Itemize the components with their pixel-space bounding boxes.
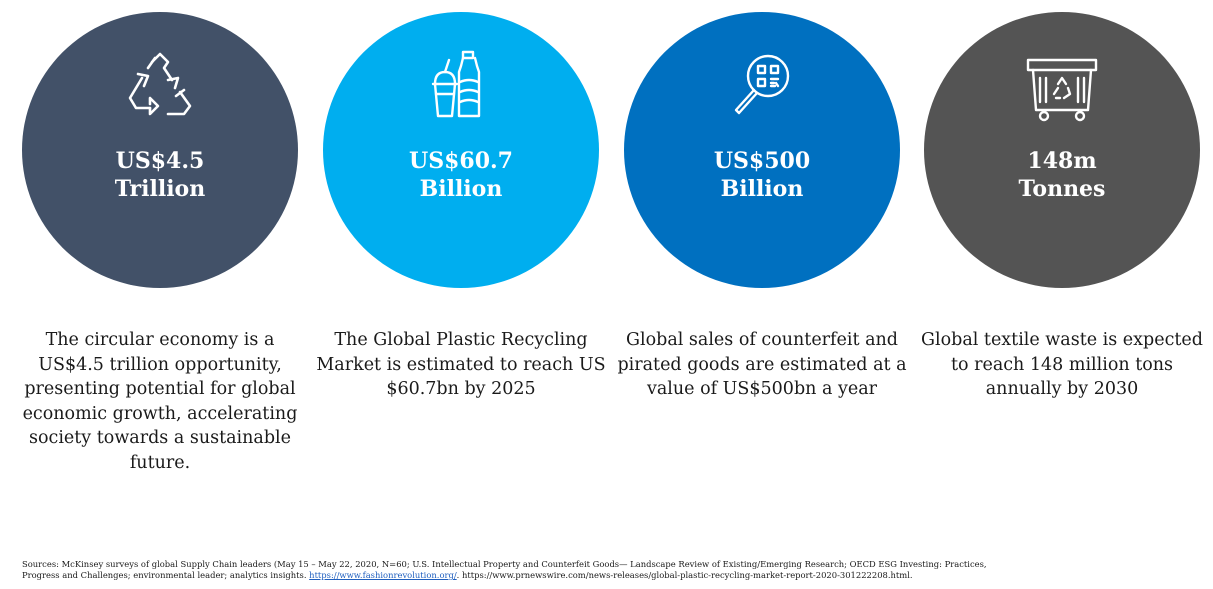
- stat-value: US$4.5 Trillion: [22, 147, 298, 203]
- stat-description: The circular economy is a US$4.5 trillio…: [22, 330, 298, 473]
- stat-card-plastic-recycling: US$60.7 Billion The Global Plastic Recyc…: [316, 12, 606, 399]
- stat-circle: US$60.7 Billion: [323, 12, 599, 288]
- stat-card-counterfeit-goods: US$500 Billion Global sales of counterfe…: [617, 12, 907, 399]
- stat-circle: 148m Tonnes: [924, 12, 1200, 288]
- stat-description: The Global Plastic Recycling Market is e…: [316, 330, 606, 399]
- stat-value-amount: 148m: [1027, 148, 1097, 174]
- stat-value: 148m Tonnes: [924, 147, 1200, 203]
- plastic-bottle-cup-icon: [423, 48, 499, 124]
- stat-card-textile-waste: 148m Tonnes Global textile waste is expe…: [921, 12, 1203, 399]
- stat-value-unit: Tonnes: [1018, 176, 1106, 202]
- stat-description: Global sales of counterfeit and pirated …: [617, 330, 907, 399]
- stat-value-amount: US$4.5: [115, 148, 205, 174]
- recycle-icon: [122, 48, 198, 124]
- stat-value-amount: US$60.7: [409, 148, 513, 174]
- fashion-revolution-link[interactable]: https://www.fashionrevolution.org/: [309, 570, 457, 580]
- sources-footnote: Sources: McKinsey surveys of global Supp…: [22, 559, 1022, 581]
- sources-text-suffix: . https://www.prnewswire.com/news-releas…: [456, 570, 913, 580]
- stat-description: Global textile waste is expected to reac…: [921, 330, 1203, 399]
- recycling-bin-icon: [1024, 48, 1100, 124]
- stat-value-unit: Billion: [419, 176, 503, 202]
- sources-text: Sources: McKinsey surveys of global Supp…: [22, 559, 987, 580]
- stat-value-unit: Billion: [720, 176, 804, 202]
- magnifier-qr-icon: [724, 48, 800, 124]
- stat-value: US$500 Billion: [624, 147, 900, 203]
- stat-circle: US$500 Billion: [624, 12, 900, 288]
- stat-value-unit: Trillion: [114, 176, 206, 202]
- stat-value: US$60.7 Billion: [323, 147, 599, 203]
- stat-circle: US$4.5 Trillion: [22, 12, 298, 288]
- stat-value-amount: US$500: [713, 148, 811, 174]
- stat-card-circular-economy: US$4.5 Trillion The circular economy is …: [22, 12, 298, 473]
